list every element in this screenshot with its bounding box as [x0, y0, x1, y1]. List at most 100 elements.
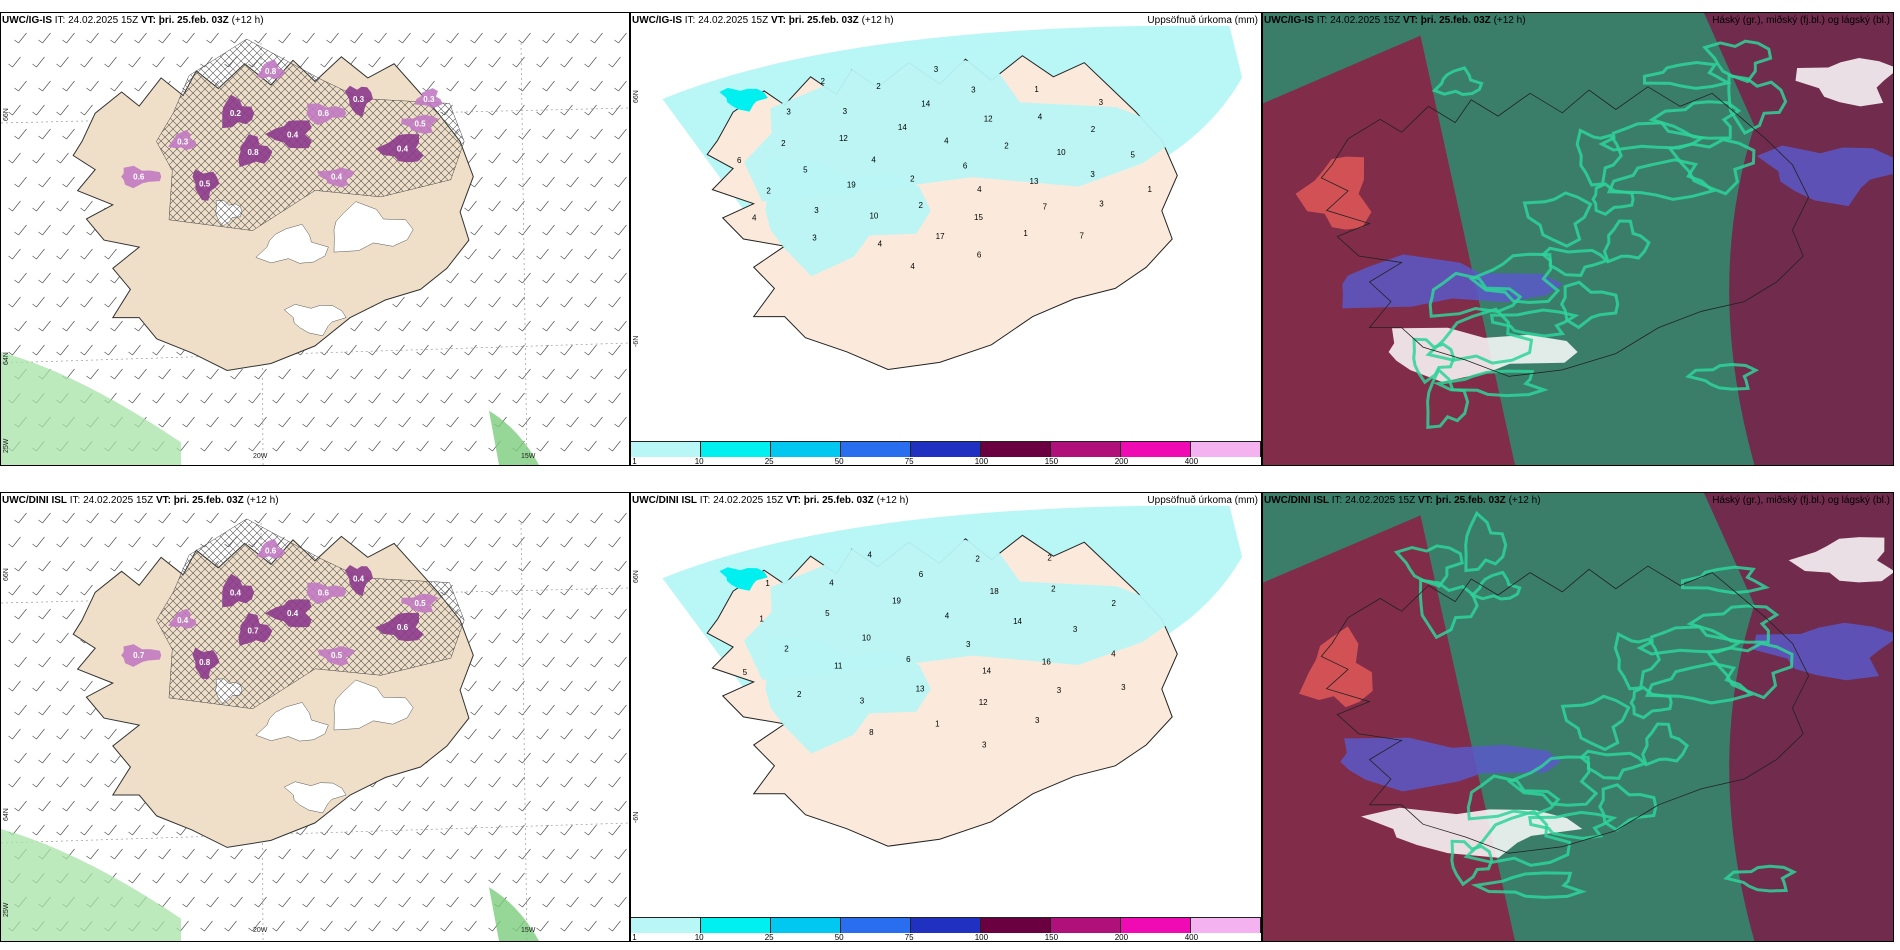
precip-value-label: 6 [906, 655, 911, 664]
snow-depth-label: 0.6 [265, 546, 277, 555]
snow-depth-label: 0.4 [230, 588, 242, 597]
precip-value-label: 11 [834, 662, 843, 671]
panel-title: UWC/IG-IS IT: 24.02.2025 15Z VT: þri. 25… [1264, 15, 1526, 26]
precip-value-label: 4 [871, 156, 876, 165]
precip-value-label: 2 [1051, 585, 1056, 594]
snow-depth-area [345, 85, 374, 118]
legend-tick: 50 [834, 933, 844, 942]
precip-value-label: 2 [919, 201, 924, 210]
precip-value-label: 2 [1091, 125, 1096, 134]
cloud-map-top [1263, 13, 1893, 465]
precip-value-label: 12 [979, 698, 988, 707]
precip-value-label: 13 [916, 684, 925, 693]
precip-value-label: 2 [1004, 141, 1009, 150]
panel-field-title: Háský (gr.), miðský (fj.bl.) og lágský (… [1712, 15, 1890, 26]
precip-value-label: 3 [971, 86, 976, 95]
snow-depth-area [414, 88, 443, 109]
panel-title: UWC/IG-IS IT: 24.02.2025 15Z VT: þri. 25… [2, 15, 264, 26]
snow-depth-label: 0.2 [230, 109, 242, 118]
legend-tick: 1 [632, 457, 637, 466]
precip-value-label: 3 [812, 233, 817, 242]
precip-value-label: 4 [867, 551, 872, 560]
precip-value-label: 13 [1030, 177, 1039, 186]
precip-value-label: 1 [935, 719, 940, 728]
snow-depth-area [168, 608, 197, 629]
legend-swatch [700, 441, 771, 457]
precip-value-label: 14 [1013, 617, 1022, 626]
snow-depth-area [306, 103, 347, 126]
legend-swatch [770, 441, 841, 457]
precip-value-label: 1 [1023, 229, 1028, 238]
snow-depth-area [121, 165, 162, 189]
precip-value-label: 1 [1147, 185, 1152, 194]
precip-value-label: 2 [910, 175, 915, 184]
cloud-panel-bottom: UWC/DINI ISL IT: 24.02.2025 15Z VT: þri.… [1262, 492, 1894, 942]
precip-value-label: 5 [825, 609, 830, 618]
snow-depth-label: 0.8 [265, 67, 277, 76]
lat-label: 66N [633, 570, 640, 583]
snow-depth-label: 0.8 [247, 148, 259, 157]
precip-value-label: 10 [1057, 148, 1066, 157]
snow-depth-label: 0.6 [318, 109, 330, 118]
precip-value-label: 4 [1111, 649, 1116, 658]
precip-value-label: 12 [984, 114, 993, 123]
precip-value-label: 7 [1079, 231, 1084, 240]
precip-value-label: 2 [975, 555, 980, 564]
legend-tick: 25 [764, 457, 774, 466]
legend-tick: 200 [1114, 933, 1129, 942]
snow-depth-area [375, 134, 424, 163]
precip-value-label: 4 [977, 185, 982, 194]
snow-depth-area [121, 644, 162, 667]
legend-tick: 25 [764, 933, 774, 942]
precip-panel-top: UWC/IG-IS IT: 24.02.2025 15Z VT: þri. 25… [630, 12, 1262, 466]
lat-label: 66N [633, 90, 640, 103]
snow-depth-area [256, 538, 285, 559]
precip-value-label: 10 [869, 212, 878, 221]
precip-value-label: 4 [878, 239, 883, 248]
precip-value-label: 3 [966, 640, 971, 649]
precip-map-top: 6244422141319121512101014754173333122423… [662, 25, 1243, 371]
precip-value-label: 3 [934, 65, 939, 74]
legend-swatch [1051, 441, 1121, 457]
lon-label: 20W [253, 453, 268, 460]
legend-tick: 400 [1184, 457, 1199, 466]
precip-value-label: 3 [1073, 625, 1078, 634]
snow-depth-area [222, 94, 255, 129]
panel-field-title: Uppsöfnuð úrkoma (mm) [1147, 15, 1258, 26]
legend-tick: 400 [1184, 933, 1199, 942]
lon-label: 15W [521, 927, 536, 934]
precip-value-label: 3 [982, 740, 987, 749]
panel-field-title: Uppsöfnuð úrkoma (mm) [1147, 495, 1258, 506]
snow-depth-label: 0.5 [199, 180, 211, 189]
precip-value-label: 3 [1035, 716, 1040, 725]
iceland-outline [1320, 86, 1810, 377]
legend-tick: 1 [632, 933, 637, 942]
precip-value-label: 6 [919, 570, 924, 579]
snow-depth-area [306, 582, 347, 605]
legend-tick: 150 [1044, 933, 1059, 942]
legend-swatch [841, 917, 911, 933]
precip-value-label: 3 [1121, 683, 1126, 692]
lon-label: 25W [3, 902, 10, 917]
snow-depth-area [238, 613, 273, 646]
precip-value-label: 14 [898, 123, 907, 132]
precip-value-label: 5 [803, 165, 808, 174]
panel-title: UWC/IG-IS IT: 24.02.2025 15Z VT: þri. 25… [632, 15, 894, 26]
precip-map-bottom: 3641410141319161118125336322144223128435… [662, 505, 1243, 847]
precip-value-label: 1 [765, 579, 770, 588]
lat-label: 66N [3, 108, 10, 121]
precip-value-label: 3 [1057, 686, 1062, 695]
legend-swatch [770, 917, 841, 933]
precip-value-label: 2 [784, 644, 789, 653]
snow-depth-label: 0.6 [397, 623, 409, 632]
snow-depth-area [265, 599, 312, 628]
snow-depth-area [345, 565, 374, 597]
legend-swatch [841, 441, 911, 457]
lat-label: -6N [633, 811, 640, 823]
snow-panel-top: UWC/IG-IS IT: 24.02.2025 15Z VT: þri. 25… [0, 12, 630, 466]
precip-value-label: 14 [982, 667, 991, 676]
precip-value-label: 19 [892, 597, 901, 606]
precip-value-label: 12 [839, 134, 848, 143]
precip-value-label: 2 [797, 690, 802, 699]
legend-swatch [631, 441, 701, 457]
